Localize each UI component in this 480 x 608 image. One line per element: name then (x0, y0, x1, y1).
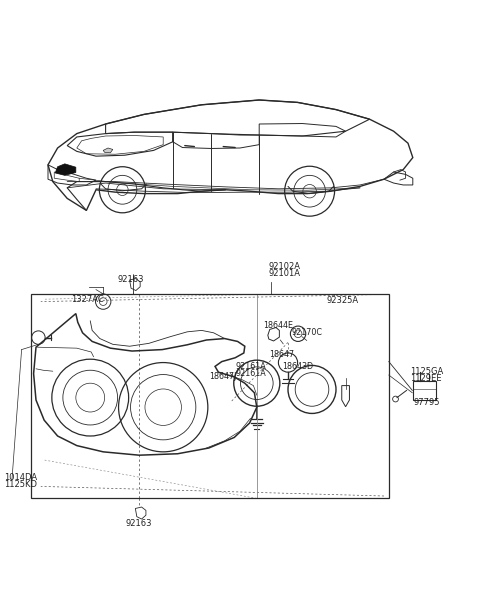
Text: 92161A: 92161A (235, 362, 266, 371)
Text: 97795: 97795 (414, 398, 440, 407)
Text: 1327AC: 1327AC (71, 295, 104, 304)
Text: 1129EE: 1129EE (410, 374, 442, 383)
Text: 92163: 92163 (126, 519, 152, 528)
Text: 18647J: 18647J (209, 373, 236, 381)
Polygon shape (103, 148, 113, 153)
Bar (413, 381, 436, 400)
Text: 18643D: 18643D (282, 362, 313, 371)
Bar (31, 294, 389, 499)
Text: 18644E: 18644E (263, 321, 293, 330)
Text: 18647: 18647 (269, 350, 294, 359)
Text: 92325A: 92325A (326, 295, 359, 305)
Text: 92161A: 92161A (235, 369, 266, 378)
Text: 1125GA: 1125GA (410, 367, 444, 376)
Text: 1014DA: 1014DA (4, 473, 37, 482)
Text: 92102A: 92102A (269, 262, 301, 271)
Text: 92101A: 92101A (269, 269, 301, 278)
Text: 92170C: 92170C (292, 328, 323, 337)
Polygon shape (55, 164, 76, 175)
Text: 1125KD: 1125KD (4, 480, 37, 489)
Text: 92163: 92163 (118, 275, 144, 283)
